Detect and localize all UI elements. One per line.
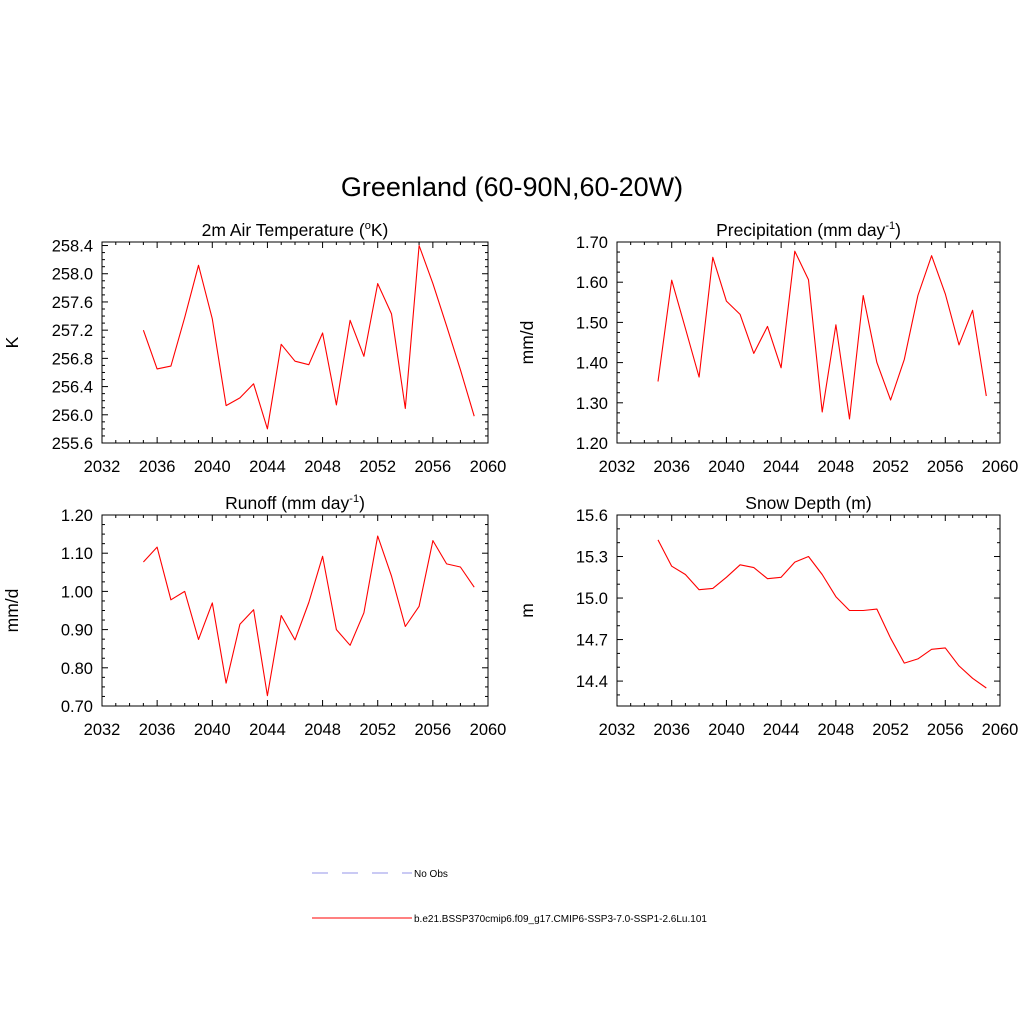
snow-depth-x-tick-label: 2040 — [708, 721, 745, 739]
snow-depth-x-tick-label: 2052 — [872, 721, 909, 739]
runoff-y-tick-label: 1.10 — [61, 545, 93, 563]
runoff-panel-title: Runoff (mm day-1) — [225, 493, 365, 513]
runoff-x-tick-label: 2044 — [249, 721, 286, 739]
panel-precipitation: Precipitation (mm day-1) mm/d 2032 2036 2040… — [517, 220, 1018, 476]
legend-entry-model-run: b.e21.BSSP370cmip6.f09_g17.CMIP6-SSP3-7.… — [312, 914, 707, 925]
air-temperature-y-tick-label: 256.0 — [52, 407, 93, 425]
air-temperature-panel-title: 2m Air Temperature (oK) — [202, 220, 389, 240]
snow-depth-y-tick-label: 15.6 — [576, 507, 608, 525]
precipitation-y-tick-label: 1.30 — [576, 395, 608, 413]
panel-air-temperature: 2m Air Temperature (oK) K 2032 2036 2040 2044… — [2, 220, 506, 476]
runoff-y-tick-label: 1.20 — [61, 507, 93, 525]
air-temperature-y-tick-label: 256.4 — [52, 379, 93, 397]
runoff-x-tick-label: 2060 — [470, 721, 507, 739]
precipitation-y-tick-label: 1.20 — [576, 435, 608, 453]
snow-depth-y-tick-label: 15.3 — [576, 549, 608, 567]
precipitation-x-tick-label: 2060 — [982, 458, 1019, 476]
runoff-x-tick-label: 2048 — [304, 721, 341, 739]
air-temperature-x-tick-label: 2040 — [194, 458, 231, 476]
panel-snow-depth: Snow Depth (m) m 2032 2036 2040 2044 2048 2052 2… — [517, 493, 1018, 739]
snow-depth-x-tick-label: 2036 — [653, 721, 690, 739]
snow-depth-series-line-0 — [657, 539, 987, 689]
air-temperature-y-tick-label: 257.2 — [52, 322, 93, 340]
precipitation-y-tick-label: 1.50 — [576, 314, 608, 332]
air-temperature-y-tick-label: 257.6 — [52, 294, 93, 312]
snow-depth-y-tick-label: 14.7 — [576, 632, 608, 650]
snow-depth-y-axis-label: m — [517, 603, 537, 618]
precipitation-x-tick-label: 2052 — [872, 458, 909, 476]
precipitation-y-tick-label: 1.70 — [576, 234, 608, 252]
air-temperature-y-tick-label: 255.6 — [52, 435, 93, 453]
air-temperature-y-axis-label: K — [2, 336, 22, 348]
precipitation-panel-title: Precipitation (mm day-1) — [716, 220, 901, 240]
precipitation-y-axis-label: mm/d — [517, 321, 537, 365]
runoff-y-tick-label: 0.80 — [61, 660, 93, 678]
air-temperature-y-tick-label: 258.0 — [52, 266, 93, 284]
air-temperature-x-tick-label: 2056 — [414, 458, 451, 476]
air-temperature-series-line-0 — [142, 244, 475, 430]
runoff-y-tick-label: 0.70 — [61, 698, 93, 716]
air-temperature-x-tick-label: 2048 — [304, 458, 341, 476]
runoff-x-tick-label: 2036 — [139, 721, 176, 739]
runoff-x-tick-label: 2040 — [194, 721, 231, 739]
snow-depth-x-tick-label: 2056 — [927, 721, 964, 739]
legend-label-no-obs: No Obs — [414, 869, 448, 880]
precipitation-x-tick-label: 2044 — [763, 458, 800, 476]
air-temperature-x-tick-label: 2044 — [249, 458, 286, 476]
runoff-x-tick-label: 2032 — [84, 721, 121, 739]
snow-depth-x-tick-label: 2044 — [763, 721, 800, 739]
legend-label-model-run: b.e21.BSSP370cmip6.f09_g17.CMIP6-SSP3-7.… — [414, 914, 707, 925]
precipitation-x-tick-label: 2040 — [708, 458, 745, 476]
precipitation-x-tick-label: 2056 — [927, 458, 964, 476]
runoff-x-tick-label: 2056 — [414, 721, 451, 739]
snow-depth-y-tick-label: 15.0 — [576, 590, 608, 608]
legend-entry-no-obs: No Obs — [312, 869, 448, 880]
precipitation-x-tick-label: 2036 — [653, 458, 690, 476]
snow-depth-x-tick-label: 2060 — [982, 721, 1019, 739]
figure-title: Greenland (60-90N,60-20W) — [341, 172, 683, 202]
air-temperature-y-tick-label: 256.8 — [52, 350, 93, 368]
air-temperature-x-tick-label: 2052 — [359, 458, 396, 476]
precipitation-series-line-0 — [657, 250, 987, 420]
snow-depth-x-tick-label: 2048 — [817, 721, 854, 739]
snow-depth-y-tick-label: 14.4 — [576, 673, 608, 691]
precipitation-x-tick-label: 2032 — [599, 458, 636, 476]
air-temperature-x-tick-label: 2032 — [84, 458, 121, 476]
air-temperature-x-tick-label: 2060 — [470, 458, 507, 476]
legend: No Obs b.e21.BSSP370cmip6.f09_g17.CMIP6-… — [312, 869, 707, 925]
precipitation-x-tick-label: 2048 — [817, 458, 854, 476]
precipitation-y-tick-label: 1.40 — [576, 355, 608, 373]
snow-depth-x-tick-label: 2032 — [599, 721, 636, 739]
air-temperature-x-tick-label: 2036 — [139, 458, 176, 476]
runoff-y-axis-label: mm/d — [2, 589, 22, 633]
runoff-y-tick-label: 0.90 — [61, 622, 93, 640]
runoff-series-line-0 — [142, 535, 475, 697]
air-temperature-y-tick-label: 258.4 — [52, 238, 93, 256]
snow-depth-panel-title: Snow Depth (m) — [745, 493, 871, 513]
runoff-x-tick-label: 2052 — [359, 721, 396, 739]
panel-runoff: Runoff (mm day-1) mm/d 2032 2036 2040 2044 204… — [2, 493, 506, 739]
runoff-y-tick-label: 1.00 — [61, 583, 93, 601]
precipitation-y-tick-label: 1.60 — [576, 274, 608, 292]
